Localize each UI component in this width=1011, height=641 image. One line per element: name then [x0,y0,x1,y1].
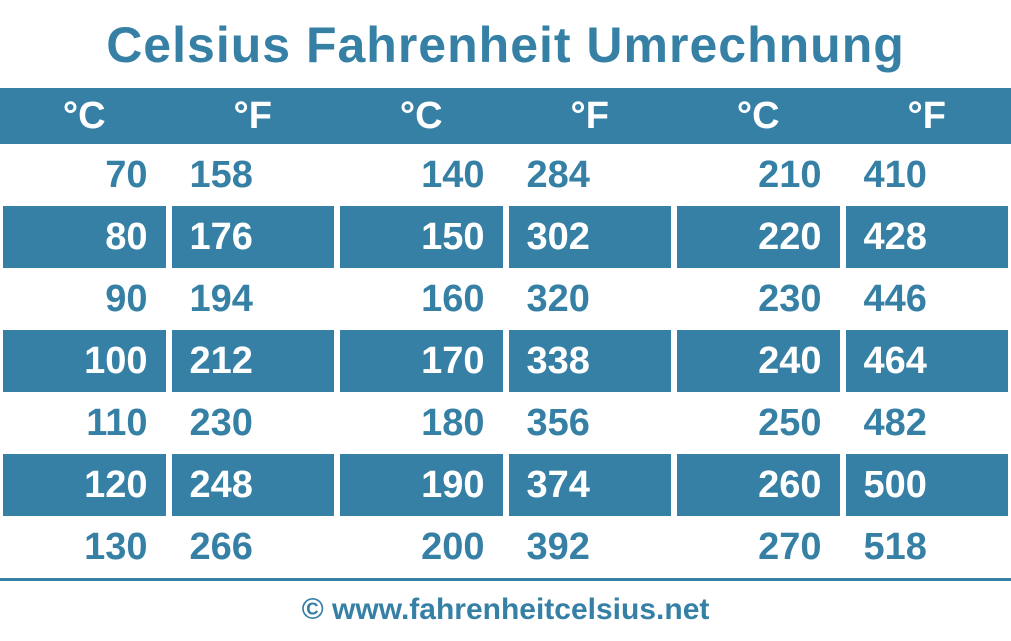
cell-pair: 220428 [674,206,1011,268]
conversion-table: °C °F °C °F °C °F 7015814028421041080176… [0,88,1011,578]
fahrenheit-value: 518 [846,516,1009,578]
cell-pair: 110230 [0,392,337,454]
fahrenheit-value: 338 [509,330,672,392]
table-body: 7015814028421041080176150302220428901941… [0,144,1011,578]
celsius-value: 200 [340,516,503,578]
table-row: 90194160320230446 [0,268,1011,330]
celsius-value: 270 [677,516,840,578]
fahrenheit-value: 230 [172,392,335,454]
cell-pair: 270518 [674,516,1011,578]
celsius-value: 140 [340,144,503,206]
fahrenheit-value: 392 [509,516,672,578]
fahrenheit-value: 194 [172,268,335,330]
celsius-value: 70 [3,144,166,206]
fahrenheit-value: 176 [172,206,335,268]
fahrenheit-value: 302 [509,206,672,268]
cell-pair: 80176 [0,206,337,268]
celsius-value: 180 [340,392,503,454]
celsius-value: 160 [340,268,503,330]
celsius-value: 260 [677,454,840,516]
celsius-value: 150 [340,206,503,268]
cell-pair: 100212 [0,330,337,392]
header-pair: °C °F [337,88,674,144]
cell-pair: 160320 [337,268,674,330]
page-title: Celsius Fahrenheit Umrechnung [0,0,1011,88]
fahrenheit-value: 356 [509,392,672,454]
table-row: 70158140284210410 [0,144,1011,206]
table-row: 110230180356250482 [0,392,1011,454]
celsius-value: 90 [3,268,166,330]
cell-pair: 150302 [337,206,674,268]
fahrenheit-value: 212 [172,330,335,392]
fahrenheit-value: 320 [509,268,672,330]
cell-pair: 250482 [674,392,1011,454]
cell-pair: 190374 [337,454,674,516]
table-row: 130266200392270518 [0,516,1011,578]
header-fahrenheit: °F [169,88,338,144]
fahrenheit-value: 410 [846,144,1009,206]
header-celsius: °C [674,88,843,144]
cell-pair: 230446 [674,268,1011,330]
cell-pair: 200392 [337,516,674,578]
celsius-value: 80 [3,206,166,268]
fahrenheit-value: 500 [846,454,1009,516]
fahrenheit-value: 446 [846,268,1009,330]
celsius-value: 210 [677,144,840,206]
table-row: 100212170338240464 [0,330,1011,392]
celsius-value: 250 [677,392,840,454]
celsius-value: 170 [340,330,503,392]
celsius-value: 190 [340,454,503,516]
fahrenheit-value: 158 [172,144,335,206]
table-row: 120248190374260500 [0,454,1011,516]
header-pair: °C °F [0,88,337,144]
celsius-value: 120 [3,454,166,516]
celsius-value: 240 [677,330,840,392]
celsius-value: 100 [3,330,166,392]
footer-credit: © www.fahrenheitcelsius.net [0,578,1011,641]
celsius-value: 130 [3,516,166,578]
cell-pair: 210410 [674,144,1011,206]
cell-pair: 130266 [0,516,337,578]
header-fahrenheit: °F [843,88,1011,144]
header-fahrenheit: °F [506,88,675,144]
cell-pair: 90194 [0,268,337,330]
cell-pair: 70158 [0,144,337,206]
table-header-row: °C °F °C °F °C °F [0,88,1011,144]
cell-pair: 170338 [337,330,674,392]
header-celsius: °C [0,88,169,144]
fahrenheit-value: 428 [846,206,1009,268]
conversion-chart: Celsius Fahrenheit Umrechnung °C °F °C °… [0,0,1011,638]
fahrenheit-value: 248 [172,454,335,516]
cell-pair: 240464 [674,330,1011,392]
fahrenheit-value: 482 [846,392,1009,454]
fahrenheit-value: 284 [509,144,672,206]
fahrenheit-value: 374 [509,454,672,516]
header-pair: °C °F [674,88,1011,144]
celsius-value: 220 [677,206,840,268]
cell-pair: 140284 [337,144,674,206]
table-row: 80176150302220428 [0,206,1011,268]
cell-pair: 120248 [0,454,337,516]
fahrenheit-value: 266 [172,516,335,578]
cell-pair: 180356 [337,392,674,454]
cell-pair: 260500 [674,454,1011,516]
fahrenheit-value: 464 [846,330,1009,392]
celsius-value: 230 [677,268,840,330]
celsius-value: 110 [3,392,166,454]
header-celsius: °C [337,88,506,144]
